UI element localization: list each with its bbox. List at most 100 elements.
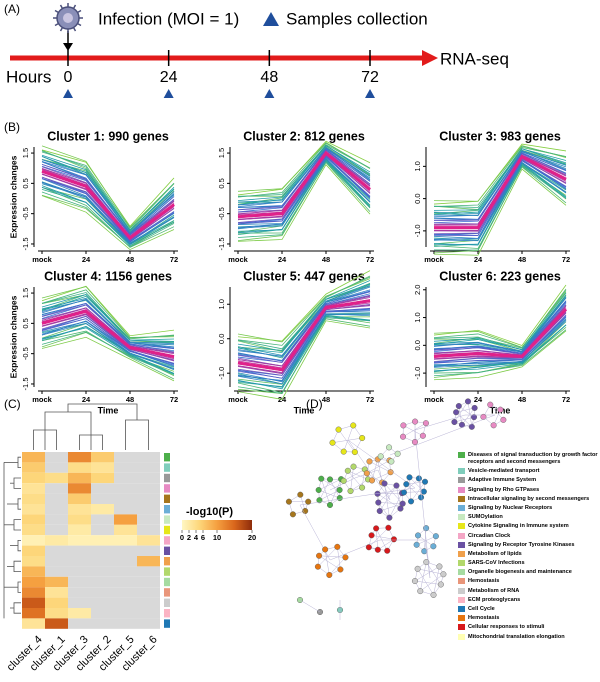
gene-trace: [237, 283, 371, 352]
legend-entry: ECM proteoglycans: [458, 596, 598, 604]
legend-entry: Circadian Clock: [458, 532, 598, 540]
gene-trace: [433, 145, 567, 207]
network-node: [430, 591, 437, 598]
network-node: [375, 499, 382, 506]
cluster-center: [237, 150, 371, 219]
network-node: [415, 532, 422, 539]
edge: [324, 549, 330, 576]
cluster-center: [433, 308, 568, 358]
edge: [329, 479, 342, 506]
gene-trace: [41, 285, 175, 337]
network-node: [400, 422, 407, 429]
virus-spike: [54, 22, 59, 27]
gene-trace: [41, 186, 175, 246]
legend-swatch: [458, 587, 465, 594]
samples-label: Samples collection: [286, 9, 428, 28]
network-node: [400, 489, 407, 496]
edge: [379, 485, 397, 512]
network-node: [399, 500, 406, 507]
network-node: [397, 505, 404, 512]
y-tick-label: -1.0: [413, 224, 422, 237]
network-node: [342, 554, 349, 561]
network-node: [418, 494, 425, 501]
network-node: [316, 497, 323, 504]
empty-cell: [45, 566, 68, 577]
legend-entry: Cellular responses to stimuli: [458, 624, 598, 631]
sample-marker: [264, 89, 275, 98]
x-tick-label: mock: [424, 255, 444, 264]
edge: [454, 401, 469, 423]
edge: [410, 481, 426, 502]
network-node: [340, 477, 347, 484]
heat-cell: [68, 493, 91, 504]
gene-trace: [433, 295, 567, 351]
gene-trace: [433, 319, 567, 368]
edge: [337, 546, 341, 570]
heat-cell: [68, 524, 91, 536]
gene-trace: [433, 162, 567, 242]
sample-marker: [163, 89, 174, 98]
network-node: [316, 552, 323, 559]
legend-entry: Signaling by Nuclear Receptors: [458, 504, 598, 512]
empty-cell: [45, 524, 68, 536]
gene-trace: [433, 143, 567, 205]
cluster-center: [41, 169, 175, 240]
cluster-title: Cluster 6: 223 genes: [439, 269, 561, 283]
x-tick-label: 48: [518, 255, 526, 264]
legend-label: Signaling by Receptor Tyrosine Kinases: [468, 541, 575, 548]
empty-cell: [114, 556, 137, 567]
heat-cell: [22, 462, 45, 473]
heat-cell: [114, 535, 137, 546]
network-node: [422, 420, 429, 427]
y-tick-label: 0.0: [217, 334, 226, 344]
gene-trace: [41, 294, 175, 342]
edge: [318, 489, 340, 499]
heat-cell: [22, 618, 45, 629]
x-tick-label: 48: [322, 255, 330, 264]
legend-entry: Adaptive Immune System: [458, 477, 598, 484]
edge: [403, 425, 424, 436]
gene-trace: [433, 324, 567, 377]
network-node: [322, 546, 329, 553]
edge: [409, 477, 425, 492]
empty-cell: [45, 514, 68, 525]
y-tick-label: -0.5: [21, 347, 30, 360]
network-node: [413, 541, 420, 548]
row-color: [164, 525, 170, 535]
network-node: [419, 432, 426, 439]
legend-label: Cell Cycle: [468, 606, 495, 612]
sample-marker: [365, 89, 375, 98]
empty-cell: [137, 587, 160, 598]
heat-cell: [68, 452, 91, 463]
heat-cell: [68, 462, 91, 473]
gene-trace: [433, 148, 567, 208]
network-node: [406, 474, 413, 481]
heat-cell: [68, 504, 91, 515]
heat-cell: [68, 535, 91, 546]
traces: [433, 143, 567, 256]
y-tick-label: -1.0: [217, 367, 226, 380]
gene-trace: [41, 173, 175, 241]
gene-trace: [433, 159, 567, 236]
gene-trace: [237, 149, 371, 211]
empty-cell: [45, 493, 68, 504]
edge: [347, 439, 416, 489]
x-tick-label: 48: [322, 395, 330, 404]
network-node: [344, 467, 351, 474]
empty-cell: [114, 587, 137, 598]
empty-cell: [114, 493, 137, 504]
network-node: [340, 448, 347, 455]
empty-cell: [91, 587, 114, 598]
colorbar-tick-label: 2: [187, 533, 191, 542]
legend-swatch: [458, 596, 465, 603]
edge: [347, 439, 391, 501]
legend-label: Metabolism of RNA: [468, 587, 520, 594]
edge: [458, 405, 475, 418]
cluster-center: [41, 309, 175, 359]
network-node: [366, 458, 373, 465]
cluster-title: Cluster 2: 812 genes: [243, 129, 365, 143]
network-node: [387, 469, 394, 476]
edge: [384, 483, 390, 518]
timeline-tick-label: 0: [64, 69, 73, 86]
legend-label: SUMOylation: [468, 514, 503, 521]
